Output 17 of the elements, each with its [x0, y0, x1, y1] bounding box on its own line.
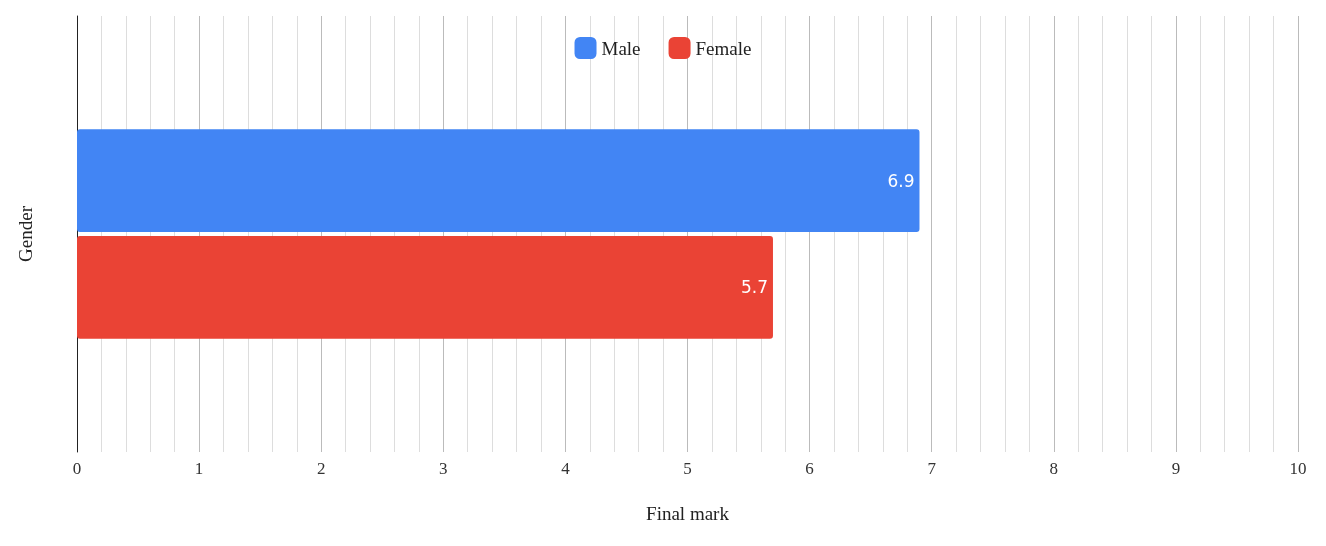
x-tick-label: 6	[805, 459, 814, 478]
x-tick-label: 4	[561, 459, 571, 478]
y-axis-title: Gender	[15, 205, 36, 262]
x-tick-label: 5	[683, 459, 692, 478]
x-tick-label: 3	[439, 459, 448, 478]
x-tick-label: 10	[1289, 459, 1307, 478]
x-tick-label: 9	[1171, 459, 1181, 478]
x-tick-label: 8	[1049, 459, 1059, 478]
x-tick-label: 2	[316, 459, 326, 478]
x-tick-label: 1	[194, 459, 204, 478]
legend-label: Male	[601, 37, 641, 59]
x-axis-title: Final mark	[646, 503, 730, 524]
legend-label: Female	[695, 37, 752, 59]
data-label: 6.9	[887, 170, 915, 191]
x-tick-label: 0	[72, 459, 82, 478]
data-label: 5.7	[740, 277, 768, 298]
x-tick-label: 7	[927, 459, 937, 478]
